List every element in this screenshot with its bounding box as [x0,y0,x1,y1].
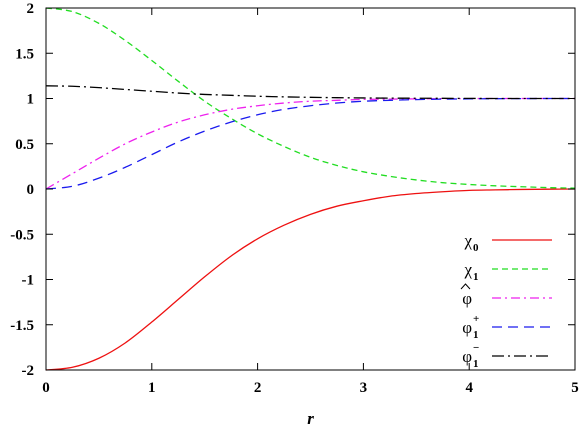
y-tick-label: 0.5 [15,137,34,153]
legend-label: φ [462,347,472,366]
x-tick-label: 0 [42,380,50,396]
legend-label: φ [462,289,472,308]
legend-superscript: + [473,313,479,325]
legend-entry: φ 1 − [462,342,552,370]
series-line-2 [45,97,575,190]
y-tick-label: 1.5 [15,46,34,62]
legend-label: χ [463,260,472,279]
y-tick-label: 2 [27,1,35,17]
series-lines [45,7,576,371]
legend-label: φ [462,318,472,337]
y-tick-label: -2 [22,363,35,379]
legend-entry: φ 1 + [462,313,552,341]
legend-superscript: − [473,342,479,354]
x-axis-label: r [307,409,314,428]
x-tick-label: 5 [571,380,579,396]
series-line-4 [45,85,575,100]
y-tick-label: 1 [27,92,35,108]
series-line-0 [45,188,576,371]
legend-subscript: 1 [473,329,479,341]
legend-subscript: 1 [473,358,479,370]
y-tick-label: -0.5 [10,227,34,243]
legend-subscript: 0 [473,242,479,254]
x-tick-label: 4 [465,380,473,396]
y-tick-label: -1 [22,273,35,289]
y-tick-label: -1.5 [10,318,34,334]
legend-entry: φ [460,283,552,308]
legend-label: χ [463,231,472,250]
y-tick-label: 0 [27,182,35,198]
x-tick-label: 1 [148,380,156,396]
x-tick-label: 3 [360,380,368,396]
legend-subscript: 1 [473,271,479,283]
legend: χ 0χ 1φφ 1+φ 1− [460,231,552,370]
series-line-3 [45,97,576,190]
legend-hat [460,283,471,290]
plot-frame [45,7,576,371]
x-tick-label: 2 [254,380,262,396]
axis-ticks: 0 1 2 3 4 5 -2 -1.5 -1 -0.5 0 0.5 1 1.5 2 [10,1,579,396]
